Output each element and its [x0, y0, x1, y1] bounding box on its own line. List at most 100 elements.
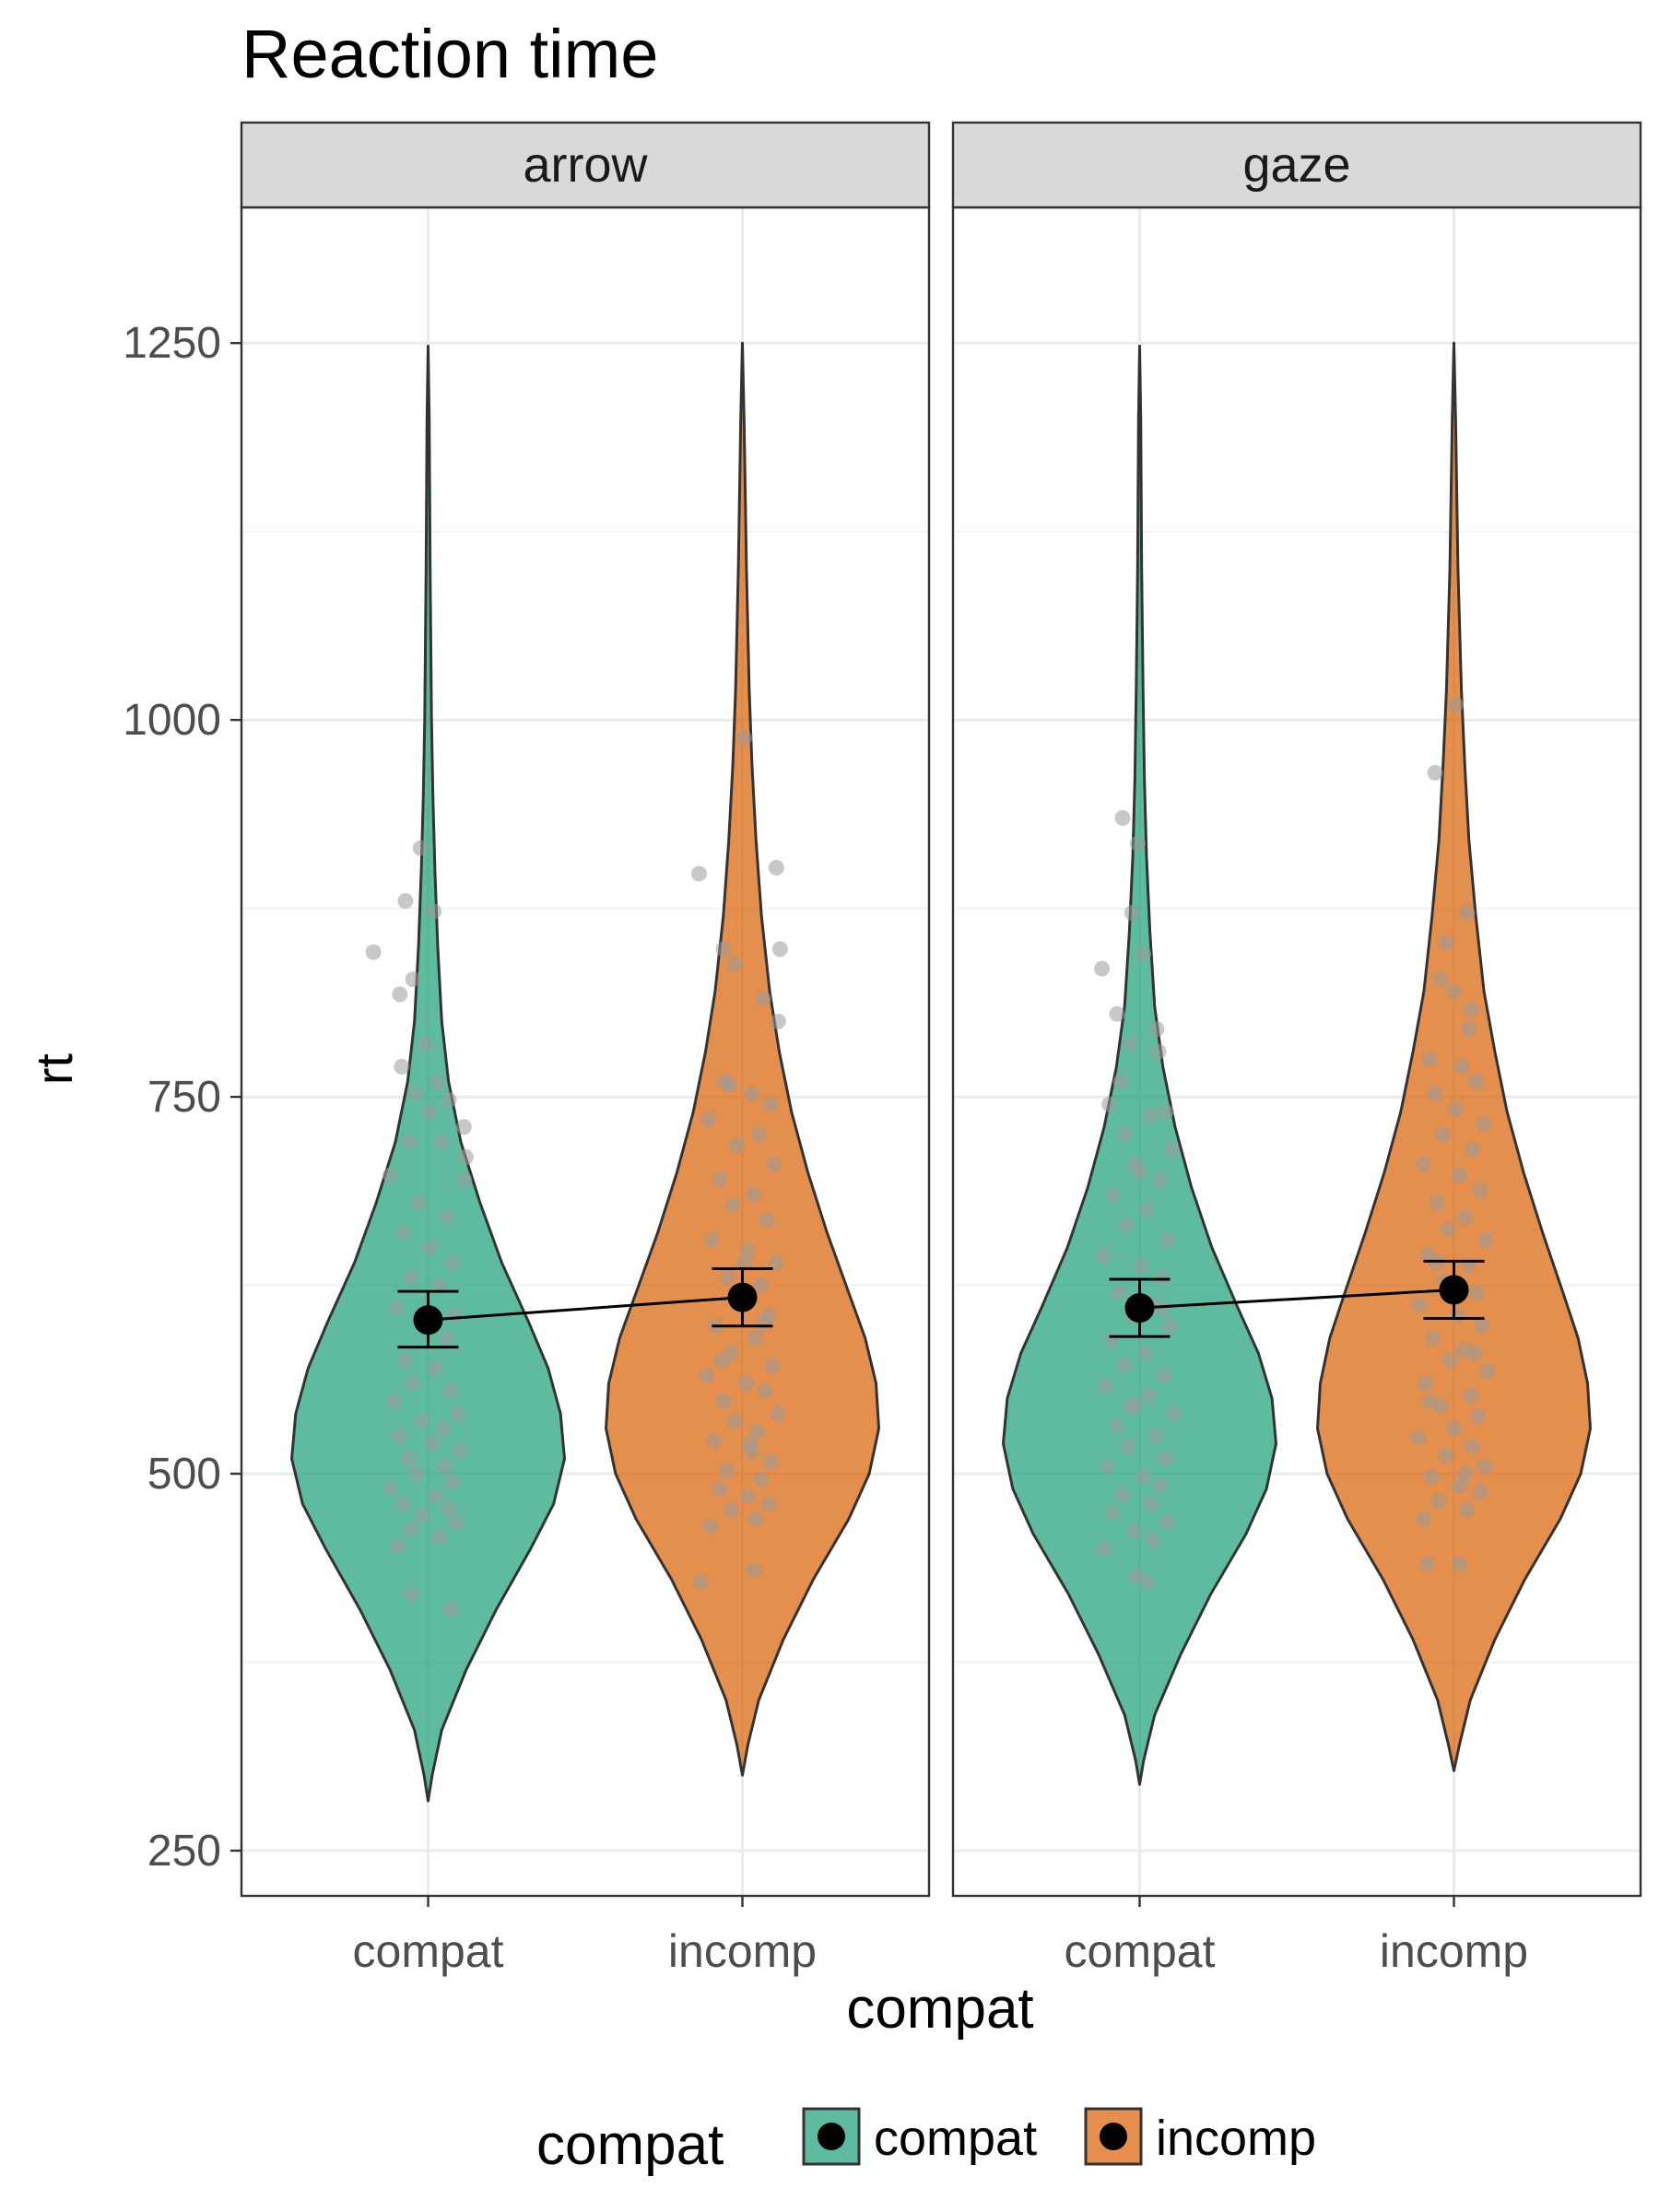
data-point — [444, 1254, 461, 1271]
data-point — [452, 1442, 468, 1459]
data-point — [365, 944, 382, 960]
data-point — [414, 1413, 430, 1430]
data-point — [1440, 1221, 1456, 1238]
data-point — [401, 1134, 418, 1150]
x-tick-label: compat — [353, 1925, 504, 1977]
mean-point-incomp — [727, 1282, 758, 1312]
data-point — [418, 1036, 434, 1053]
facet-strip — [951, 121, 1642, 209]
data-point — [755, 991, 771, 1007]
data-point — [1158, 1103, 1174, 1120]
violin-incomp — [1316, 341, 1592, 1772]
data-point — [382, 1167, 399, 1183]
data-point — [1124, 905, 1140, 922]
data-point — [736, 1254, 753, 1271]
data-point — [395, 1496, 412, 1512]
data-point — [726, 956, 743, 972]
data-point — [759, 1212, 775, 1229]
legend-entry-incomp: incomp — [1084, 2107, 1316, 2166]
data-point — [1158, 1451, 1174, 1467]
data-point — [1430, 1492, 1447, 1509]
data-point — [1463, 1387, 1479, 1404]
data-point — [382, 1480, 399, 1497]
data-point — [762, 1453, 779, 1470]
data-point — [1416, 1157, 1432, 1173]
data-point — [1432, 971, 1449, 987]
data-point — [1457, 1465, 1474, 1482]
data-point — [1096, 1541, 1112, 1558]
data-point — [1098, 1378, 1114, 1394]
data-point — [692, 1574, 709, 1591]
panel-background — [241, 207, 929, 1896]
data-point — [744, 1086, 760, 1102]
data-point — [424, 1435, 441, 1452]
data-point — [1116, 1126, 1133, 1143]
data-point — [1438, 1447, 1454, 1464]
data-point — [1148, 1428, 1165, 1444]
data-point — [1412, 1297, 1429, 1313]
data-point — [715, 941, 732, 958]
y-tick-label: 250 — [147, 1827, 221, 1876]
data-point — [433, 1134, 450, 1150]
data-point — [764, 1357, 781, 1373]
data-point — [1416, 1511, 1432, 1527]
data-point — [1410, 1430, 1427, 1446]
x-tick-label: compat — [1065, 1925, 1216, 1977]
data-point — [757, 1382, 773, 1399]
data-point — [1465, 1439, 1481, 1455]
data-point — [1468, 1285, 1485, 1301]
data-point — [726, 1413, 743, 1430]
data-point — [751, 1126, 768, 1143]
data-point — [770, 1406, 786, 1422]
data-point — [1135, 946, 1152, 962]
data-point — [1112, 1074, 1129, 1090]
data-point — [740, 1488, 757, 1505]
data-point — [1132, 1164, 1147, 1181]
points-incomp — [1410, 697, 1496, 1572]
data-point — [768, 1254, 784, 1271]
data-point — [457, 1149, 474, 1165]
data-point — [446, 1307, 463, 1324]
data-point — [1122, 1397, 1138, 1414]
data-point — [1452, 1167, 1468, 1183]
data-point — [1122, 1036, 1138, 1053]
data-point — [1118, 1217, 1135, 1233]
data-point — [395, 1224, 412, 1241]
data-point — [403, 1522, 419, 1538]
data-point — [1148, 1020, 1165, 1037]
x-axis-label: compat — [846, 1977, 1033, 2041]
data-point — [1427, 1086, 1443, 1102]
data-point — [723, 1501, 739, 1518]
data-point — [740, 1242, 757, 1259]
data-point — [747, 1330, 764, 1347]
legend: compat compat incomp — [536, 2107, 1316, 2177]
mean-point-incomp — [1439, 1275, 1469, 1305]
data-point — [455, 1171, 472, 1188]
data-point — [1129, 835, 1146, 852]
data-point — [439, 1330, 455, 1347]
facet-label-gaze: gaze — [1242, 137, 1350, 193]
data-point — [1116, 1357, 1133, 1373]
data-point — [392, 986, 408, 1003]
data-point — [1109, 1418, 1125, 1434]
data-point — [426, 903, 442, 920]
data-point — [1135, 1468, 1152, 1485]
data-point — [699, 1368, 715, 1384]
data-point — [1145, 1532, 1161, 1548]
data-point — [760, 1496, 777, 1512]
panel-arrow: arrow compat incomp — [240, 121, 931, 1977]
data-point — [1143, 1107, 1159, 1124]
data-point — [1139, 1574, 1156, 1591]
data-point — [388, 1300, 405, 1316]
panel-gaze: gaze compat incomp — [951, 121, 1642, 1977]
legend-entries: compat incomp — [802, 2107, 1316, 2166]
panel-background — [953, 207, 1641, 1896]
violin-compat — [290, 345, 566, 1803]
data-point — [1459, 905, 1476, 922]
mean-line — [1139, 1288, 1454, 1310]
y-tick-label: 1250 — [123, 319, 221, 368]
data-point — [390, 1538, 406, 1555]
data-point — [439, 1209, 455, 1226]
data-point — [1141, 1387, 1158, 1404]
